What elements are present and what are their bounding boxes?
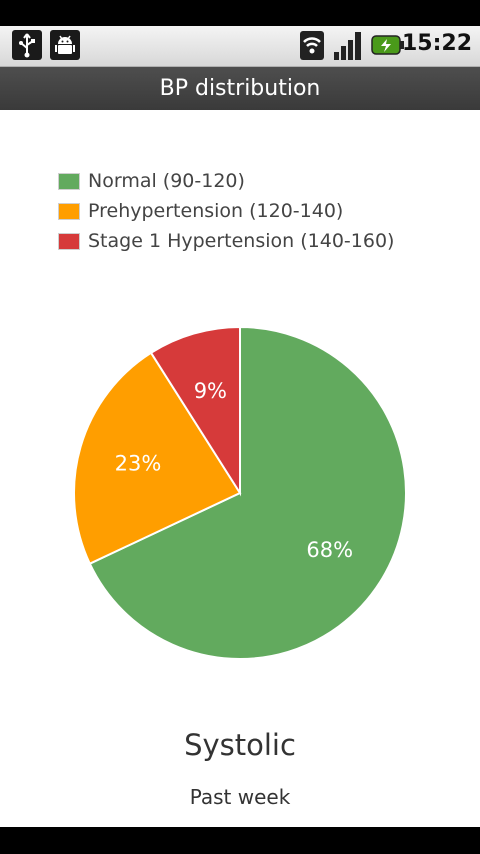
pie-slice (88, 325, 407, 660)
wifi-icon (297, 30, 327, 60)
legend-swatch (58, 172, 80, 190)
pie-slice (149, 325, 241, 497)
legend-swatch (58, 202, 80, 220)
android-debug-icon (50, 30, 80, 60)
pie-chart: 68% 23% 9% (73, 325, 407, 660)
status-bar: 15:22 (0, 26, 480, 67)
pie-slice-label: 23% (115, 451, 162, 475)
pie-slice-label: 68% (306, 538, 353, 562)
chart-title: Systolic (184, 728, 296, 762)
chart-legend: Normal (90-120) Prehypertension (120-140)… (58, 166, 394, 256)
legend-swatch (58, 232, 80, 250)
legend-item: Stage 1 Hypertension (140-160) (58, 226, 394, 256)
legend-label: Stage 1 Hypertension (140-160) (88, 230, 395, 252)
signal-icon (333, 30, 363, 60)
status-clock: 15:22 (401, 31, 472, 56)
bottom-black-bar (0, 827, 480, 854)
usb-icon (12, 30, 42, 60)
legend-item: Normal (90-120) (58, 166, 394, 196)
pie-slice (73, 351, 242, 566)
top-black-bar (0, 0, 480, 26)
pie-slice-label: 9% (194, 379, 227, 403)
battery-charging-icon (370, 30, 406, 60)
legend-item: Prehypertension (120-140) (58, 196, 394, 226)
chart-subtitle: Past week (189, 785, 291, 809)
legend-label: Prehypertension (120-140) (88, 200, 344, 222)
legend-label: Normal (90-120) (88, 170, 245, 192)
app-title: BP distribution (0, 67, 480, 110)
